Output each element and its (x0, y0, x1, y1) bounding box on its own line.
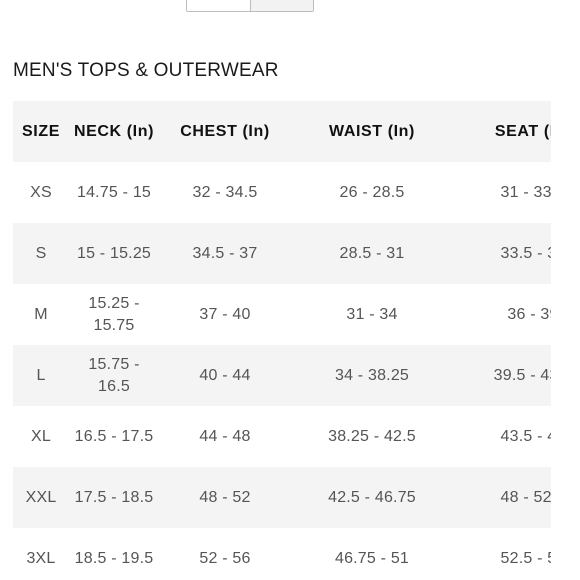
cell-neck: 15.75 - 16.5 (69, 345, 159, 406)
table-row: XXL 17.5 - 18.5 48 - 52 42.5 - 46.75 48 … (13, 467, 551, 528)
cell-seat: 39.5 - 43.5 (453, 345, 551, 406)
cell-chest: 32 - 34.5 (192, 183, 258, 201)
cell-chest: 48 - 52 (159, 467, 291, 528)
cell-seat: 36 - 39 (507, 305, 551, 323)
cell-size: S (13, 223, 69, 284)
cell-chest: 44 - 48 (199, 427, 251, 445)
size-chart-header-row: SIZE NECK (In) CHEST (In) WAIST (In) SEA… (13, 101, 551, 162)
cell-size: L (13, 345, 69, 406)
cell-neck: 17.5 - 18.5 (69, 467, 159, 528)
cell-chest: 34.5 - 37 (159, 223, 291, 284)
cell-size: XXL (13, 467, 69, 528)
size-chart-table: SIZE NECK (In) CHEST (In) WAIST (In) SEA… (13, 101, 551, 580)
cell-chest: 52 - 56 (199, 549, 251, 567)
size-chart-scroll-area[interactable]: SIZE NECK (In) CHEST (In) WAIST (In) SEA… (13, 101, 551, 580)
cell-neck: 15.25 - 15.75 (88, 294, 140, 334)
cell-waist: 31 - 34 (346, 305, 398, 323)
cell-waist: 26 - 28.5 (339, 183, 405, 201)
header-neck: NECK (In) (69, 101, 159, 162)
cell-size: 3XL (26, 549, 56, 567)
cell-waist: 42.5 - 46.75 (291, 467, 453, 528)
section-title: MEN'S TOPS & OUTERWEAR (13, 60, 279, 81)
cell-waist: 38.25 - 42.5 (328, 427, 416, 445)
header-size: SIZE (13, 101, 69, 162)
cell-neck: 15 - 15.25 (69, 223, 159, 284)
table-row: XS 14.75 - 15 32 - 34.5 26 - 28.5 31 - 3… (13, 162, 551, 223)
header-waist: WAIST (In) (291, 101, 453, 162)
cell-size: XS (30, 183, 52, 201)
cell-chest: 37 - 40 (199, 305, 251, 323)
cell-chest: 40 - 44 (159, 345, 291, 406)
cell-seat: 33.5 - 36 (453, 223, 551, 284)
cell-seat: 52.5 - 57 (500, 549, 551, 567)
cell-neck: 14.75 - 15 (76, 183, 152, 201)
cell-seat: 43.5 - 48 (500, 427, 551, 445)
table-row: M 15.25 - 15.75 37 - 40 31 - 34 36 - 39 (13, 284, 551, 345)
header-chest: CHEST (In) (159, 101, 291, 162)
unit-toggle[interactable] (186, 0, 314, 12)
table-row: 3XL 18.5 - 19.5 52 - 56 46.75 - 51 52.5 … (13, 528, 551, 580)
cell-neck: 16.5 - 17.5 (74, 427, 154, 445)
table-row: S 15 - 15.25 34.5 - 37 28.5 - 31 33.5 - … (13, 223, 551, 284)
cell-size: XL (31, 427, 51, 445)
unit-toggle-right[interactable] (249, 0, 313, 11)
cell-neck: 18.5 - 19.5 (74, 549, 154, 567)
cell-seat: 48 - 52.5 (453, 467, 551, 528)
cell-waist: 28.5 - 31 (291, 223, 453, 284)
table-row: XL 16.5 - 17.5 44 - 48 38.25 - 42.5 43.5… (13, 406, 551, 467)
cell-size: M (34, 305, 48, 323)
table-row: L 15.75 - 16.5 40 - 44 34 - 38.25 39.5 -… (13, 345, 551, 406)
unit-toggle-left[interactable] (187, 0, 250, 11)
cell-waist: 46.75 - 51 (334, 549, 410, 567)
cell-seat: 31 - 33.5 (500, 183, 551, 201)
header-seat: SEAT (In) (453, 101, 551, 162)
cell-waist: 34 - 38.25 (291, 345, 453, 406)
